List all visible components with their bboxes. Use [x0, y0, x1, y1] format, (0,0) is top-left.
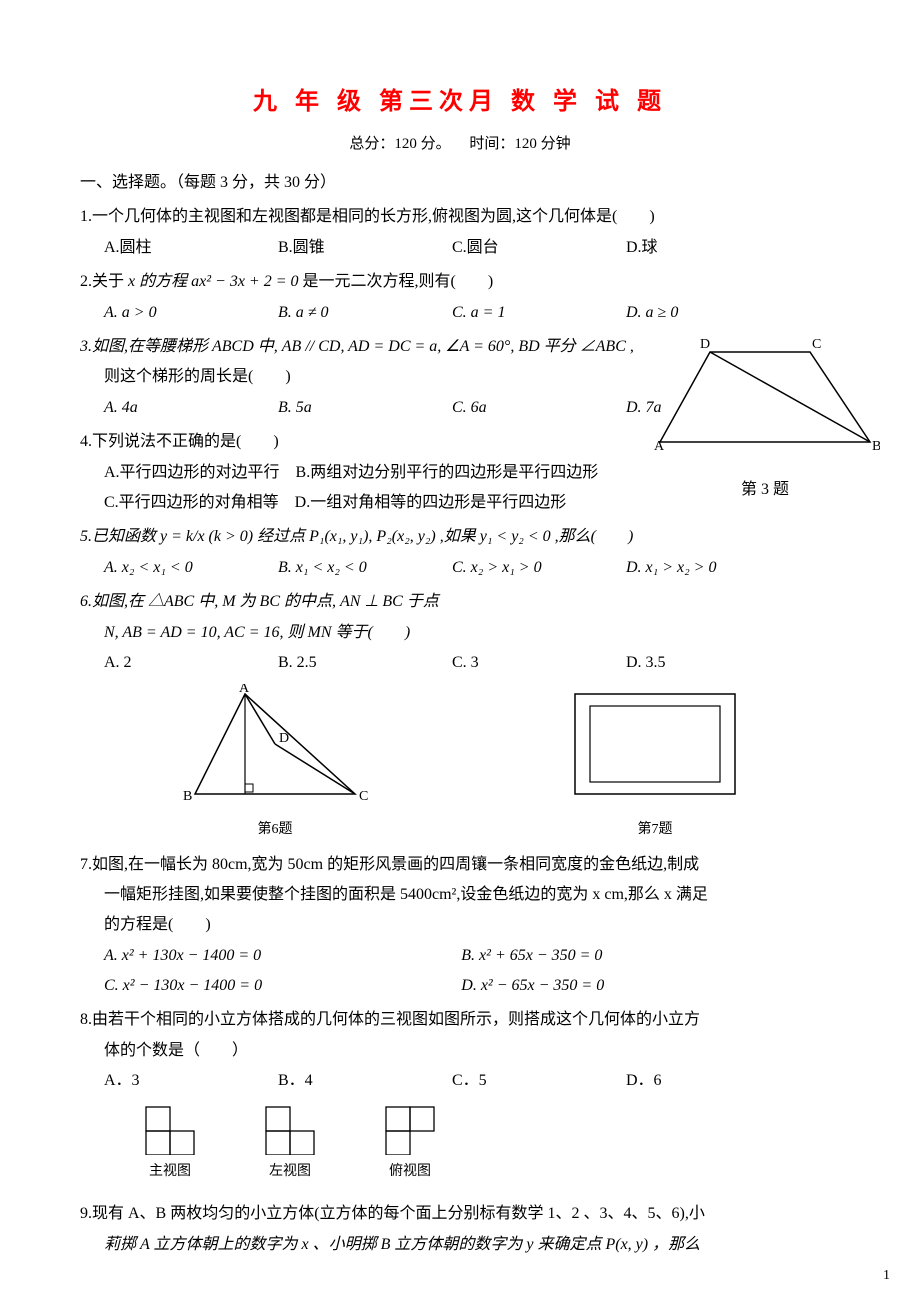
q7-opt-a: A. x² + 130x − 1400 = 0 — [104, 941, 457, 971]
q5-opt-c: C. x₂ > x₁ > 0 — [452, 553, 622, 583]
q9-stem: 9.现有 A、B 两枚均匀的小立方体(立方体的每个面上分别标有数学 1、2 、3… — [80, 1199, 840, 1229]
q7-line2: 一幅矩形挂图,如果要使整个挂图的面积是 5400cm²,设金色纸边的宽为 x c… — [80, 880, 840, 910]
fig6-label: 第6题 — [175, 817, 375, 844]
question-9: 9.现有 A、B 两枚均匀的小立方体(立方体的每个面上分别标有数学 1、2 、3… — [80, 1199, 840, 1260]
q8-stem: 8.由若干个相同的小立方体搭成的几何体的三视图如图所示，则搭成这个几何体的小立方 — [80, 1005, 840, 1035]
question-3: 3.如图,在等腰梯形 ABCD 中, AB // CD, AD = DC = a… — [80, 332, 840, 423]
q9-line2: 莉掷 A 立方体朝上的数字为 x 、小明掷 B 立方体朝的数字为 y 来确定点 … — [80, 1230, 840, 1260]
question-4: 4.下列说法不正确的是( ) A.平行四边形的对边平行 B.两组对边分别平行的四… — [80, 427, 840, 518]
section-1-heading: 一、选择题。（每题 3 分，共 30 分） — [80, 168, 840, 198]
left-view-svg — [260, 1105, 320, 1155]
question-5: 5.已知函数 y = k/x (k > 0) 经过点 P₁(x₁, y₁), P… — [80, 522, 840, 583]
q6-opt-a: A. 2 — [104, 648, 274, 678]
fig6-D: D — [279, 731, 289, 746]
fig3-C: C — [812, 337, 821, 352]
front-view: 主视图 — [140, 1105, 200, 1186]
q1-opt-c: C.圆台 — [452, 233, 622, 263]
figure-7: 第7题 — [565, 684, 745, 843]
q5-stem: 5.已知函数 y = k/x (k > 0) 经过点 P₁(x₁, y₁), P… — [80, 522, 840, 552]
q6-opt-d: D. 3.5 — [626, 648, 796, 678]
figures-6-7: A B C D 第6题 第7题 — [80, 684, 840, 843]
total-score: 总分：120 分。 — [349, 136, 450, 152]
q8-opt-a: A．3 — [104, 1066, 274, 1096]
triangle-svg: A B C D — [175, 684, 375, 804]
q2-pre: 2.关于 — [80, 273, 128, 290]
q4-opts-cd: C.平行四边形的对角相等 D.一组对角相等的四边形是平行四边形 — [80, 488, 840, 518]
q1-opt-d: D.球 — [626, 233, 796, 263]
front-view-svg — [140, 1105, 200, 1155]
q5-opt-b: B. x₁ < x₂ < 0 — [278, 553, 448, 583]
q6-opt-c: C. 3 — [452, 648, 622, 678]
question-6: 6.如图,在 △ABC 中, M 为 BC 的中点, AN ⊥ BC 于点 N,… — [80, 587, 840, 678]
q5-opt-a: A. x₂ < x₁ < 0 — [104, 553, 274, 583]
q8-opt-b: B．4 — [278, 1066, 448, 1096]
figure-6: A B C D 第6题 — [175, 684, 375, 843]
q2-opt-c: C. a = 1 — [452, 298, 622, 328]
q3-opt-c: C. 6a — [452, 393, 622, 423]
fig6-B: B — [183, 789, 192, 804]
q2-eq: x 的方程 ax² − 3x + 2 = 0 — [128, 273, 299, 290]
q6-stem1: 6.如图,在 △ABC 中, M 为 BC 的中点, AN ⊥ BC 于点 — [80, 587, 840, 617]
q3-opt-b: B. 5a — [278, 393, 448, 423]
q8-opt-c: C．5 — [452, 1066, 622, 1096]
page-title: 九 年 级 第三次月 数 学 试 题 — [80, 80, 840, 126]
q3-opt-a: A. 4a — [104, 393, 274, 423]
time-limit: 时间：120 分钟 — [469, 136, 570, 152]
frame-svg — [565, 684, 745, 804]
q6-stem2: N, AB = AD = 10, AC = 16, 则 MN 等于( ) — [80, 618, 840, 648]
top-view-svg — [380, 1105, 440, 1155]
fig7-label: 第7题 — [565, 817, 745, 844]
fig6-C: C — [359, 789, 368, 804]
q7-opt-b: B. x² + 65x − 350 = 0 — [461, 941, 814, 971]
fig3-D: D — [700, 337, 710, 352]
q4-stem: 4.下列说法不正确的是( ) — [80, 427, 840, 457]
three-views: 主视图 左视图 俯视图 — [80, 1105, 840, 1186]
q2-opt-a: A. a > 0 — [104, 298, 274, 328]
q1-opt-b: B.圆锥 — [278, 233, 448, 263]
q1-stem: 1.一个几何体的主视图和左视图都是相同的长方形,俯视图为圆,这个几何体是( ) — [80, 202, 840, 232]
q2-opt-b: B. a ≠ 0 — [278, 298, 448, 328]
top-view-label: 俯视图 — [380, 1159, 440, 1186]
q8-opt-d: D．6 — [626, 1066, 796, 1096]
q7-opt-d: D. x² − 65x − 350 = 0 — [461, 971, 814, 1001]
question-2: 2.关于 x 的方程 ax² − 3x + 2 = 0 是一元二次方程,则有( … — [80, 267, 840, 328]
q8-line2: 体的个数是（ ） — [80, 1036, 840, 1066]
q6-opt-b: B. 2.5 — [278, 648, 448, 678]
q2-stem: 2.关于 x 的方程 ax² − 3x + 2 = 0 是一元二次方程,则有( … — [80, 267, 840, 297]
q7-opt-c: C. x² − 130x − 1400 = 0 — [104, 971, 457, 1001]
page-number: 1 — [883, 1263, 890, 1290]
q1-opt-a: A.圆柱 — [104, 233, 274, 263]
q4-opts-ab: A.平行四边形的对边平行 B.两组对边分别平行的四边形是平行四边形 — [80, 458, 840, 488]
q2-post: 是一元二次方程,则有( ) — [303, 273, 494, 290]
question-7: 7.如图,在一幅长为 80cm,宽为 50cm 的矩形风景画的四周镶一条相同宽度… — [80, 850, 840, 1002]
q2-opt-d: D. a ≥ 0 — [626, 298, 796, 328]
fig6-A: A — [239, 684, 250, 696]
q7-stem: 7.如图,在一幅长为 80cm,宽为 50cm 的矩形风景画的四周镶一条相同宽度… — [80, 850, 840, 880]
question-8: 8.由若干个相同的小立方体搭成的几何体的三视图如图所示，则搭成这个几何体的小立方… — [80, 1005, 840, 1096]
subtitle: 总分：120 分。 时间：120 分钟 — [80, 130, 840, 159]
q5-opt-d: D. x₁ > x₂ > 0 — [626, 553, 796, 583]
q7-line3: 的方程是( ) — [80, 910, 840, 940]
left-view-label: 左视图 — [260, 1159, 320, 1186]
left-view: 左视图 — [260, 1105, 320, 1186]
top-view: 俯视图 — [380, 1105, 440, 1186]
question-1: 1.一个几何体的主视图和左视图都是相同的长方形,俯视图为圆,这个几何体是( ) … — [80, 202, 840, 263]
fig3-B: B — [872, 439, 880, 454]
front-view-label: 主视图 — [140, 1159, 200, 1186]
